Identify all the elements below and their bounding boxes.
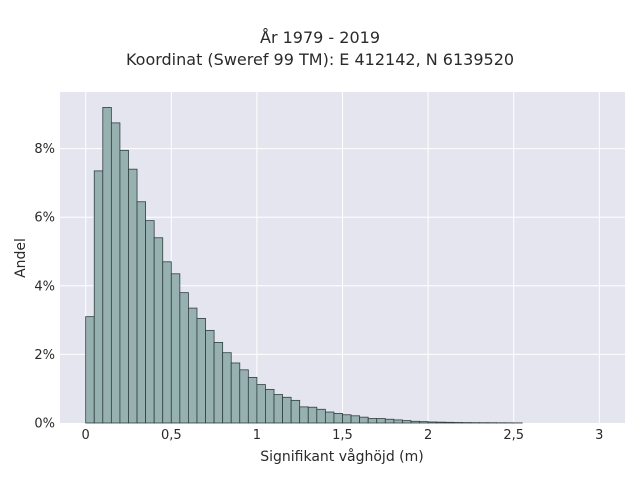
histogram-bar xyxy=(419,421,429,424)
histogram-bar xyxy=(290,399,301,424)
histogram-bar xyxy=(170,273,181,424)
histogram-bar xyxy=(110,122,121,424)
y-tick-label: 2% xyxy=(34,348,55,363)
histogram-bar xyxy=(453,422,463,424)
histogram-bar xyxy=(256,384,266,424)
histogram-bar xyxy=(402,420,412,424)
histogram-bar xyxy=(230,362,241,424)
histogram-bars xyxy=(85,107,523,424)
x-tick-label: 3 xyxy=(595,428,603,443)
histogram-bar xyxy=(179,292,189,424)
histogram-bar xyxy=(119,149,129,424)
x-tick-label: 1 xyxy=(253,428,261,443)
histogram-bar xyxy=(436,421,446,424)
x-axis-title: Signifikant våghöjd (m) xyxy=(260,448,423,465)
histogram-bar xyxy=(239,369,249,424)
histogram-bar xyxy=(307,406,318,424)
histogram-bar xyxy=(333,412,343,424)
histogram-bar xyxy=(410,420,420,424)
histogram-bar xyxy=(376,418,386,424)
histogram-bar xyxy=(342,414,352,424)
x-tick-label: 0 xyxy=(82,428,90,443)
histogram-bar xyxy=(265,388,275,424)
y-tick-label: 4% xyxy=(34,279,55,294)
histogram-bar xyxy=(427,421,438,424)
histogram-bar xyxy=(299,406,309,424)
histogram-bar xyxy=(153,237,164,424)
x-tick-label: 0,5 xyxy=(161,428,182,443)
histogram-bar xyxy=(350,415,361,424)
histogram-bar xyxy=(393,419,403,424)
histogram-bar xyxy=(145,220,155,424)
x-tick-label: 1,5 xyxy=(332,428,353,443)
histogram-bar xyxy=(367,418,378,424)
chart-title: År 1979 - 2019 xyxy=(260,28,380,47)
histogram-bar xyxy=(196,317,206,424)
histogram-bar xyxy=(273,394,283,424)
y-tick-label: 8% xyxy=(34,142,55,157)
x-tick-label: 2 xyxy=(424,428,432,443)
histogram-bar xyxy=(85,316,95,424)
x-axis-ticks: 0 0,5 1 1,5 2 2,5 3 xyxy=(82,428,604,443)
histogram-bar xyxy=(282,396,292,424)
histogram-bar xyxy=(324,411,335,424)
histogram-bar xyxy=(213,341,224,424)
histogram-bar xyxy=(128,168,138,424)
histogram-bar xyxy=(102,107,112,424)
y-tick-label: 6% xyxy=(34,211,55,226)
chart-subtitle: Koordinat (Sweref 99 TM): E 412142, N 61… xyxy=(125,50,515,69)
y-axis-title: Andel xyxy=(13,238,29,278)
histogram-bar xyxy=(93,170,104,424)
y-axis-ticks: 0% 2% 4% 6% 8% xyxy=(34,142,55,431)
histogram-bar xyxy=(444,421,455,424)
histogram-bar xyxy=(359,416,369,424)
x-tick-label: 2,5 xyxy=(503,428,524,443)
histogram-bar xyxy=(136,201,147,424)
y-tick-label: 0% xyxy=(34,417,55,432)
histogram-bar xyxy=(247,376,258,424)
histogram-bar xyxy=(384,418,395,424)
histogram-bar xyxy=(205,329,215,424)
histogram-bar xyxy=(222,352,232,424)
histogram-bar xyxy=(188,307,198,424)
histogram-bar xyxy=(316,408,326,424)
histogram-bar xyxy=(162,261,172,424)
